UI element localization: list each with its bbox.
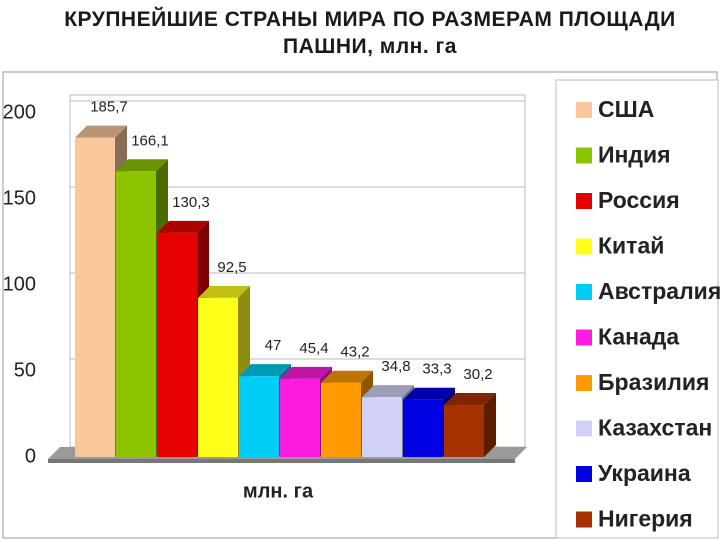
bar-top	[321, 370, 373, 383]
legend-label: Бразилия	[598, 369, 709, 395]
legend-label: Австралия	[598, 278, 720, 304]
bar-top	[362, 385, 414, 398]
legend-box	[555, 79, 719, 539]
value-label: 33,3	[422, 361, 451, 378]
legend-label: Нигерия	[598, 506, 693, 532]
bar	[157, 232, 197, 457]
bar	[239, 376, 279, 457]
legend-label: Казахстан	[598, 415, 712, 441]
legend-label: Украина	[598, 460, 691, 486]
y-tick-label: 0	[25, 445, 36, 467]
value-label: 47	[265, 337, 282, 354]
legend-label: Канада	[598, 324, 679, 350]
value-label: 45,4	[299, 340, 328, 357]
legend-label: Россия	[598, 187, 680, 213]
bar-top	[444, 393, 496, 406]
bar	[403, 399, 443, 457]
floor-edge	[48, 459, 515, 463]
y-tick-label: 200	[3, 101, 36, 123]
y-tick-label: 100	[3, 273, 36, 295]
value-label: 34,8	[381, 358, 410, 375]
bar	[198, 297, 238, 457]
legend-label: Индия	[598, 142, 671, 168]
legend-swatch	[576, 466, 592, 482]
legend-swatch	[576, 147, 592, 164]
bar-top	[75, 125, 127, 138]
value-label: 185,7	[90, 99, 128, 116]
bar-top	[116, 159, 168, 172]
y-tick-label: 50	[14, 359, 36, 381]
bar	[116, 171, 156, 458]
bar	[362, 397, 402, 457]
value-label: 43,2	[340, 344, 369, 361]
bar-top	[403, 387, 455, 400]
bar-side	[484, 393, 496, 457]
value-label: 30,2	[463, 366, 492, 383]
y-tick-label: 150	[3, 187, 36, 209]
legend-swatch	[576, 102, 592, 118]
value-label: 130,3	[172, 194, 210, 211]
bar	[75, 137, 115, 457]
bar-top	[198, 285, 250, 298]
legend-swatch	[576, 420, 592, 437]
bar	[444, 405, 484, 457]
bar	[280, 378, 320, 457]
bar	[321, 382, 361, 457]
legend-label: США	[598, 96, 654, 122]
x-axis-label: млн. га	[243, 480, 314, 502]
chart-title: КРУПНЕЙШИЕ СТРАНЫ МИРА ПО РАЗМЕРАМ ПЛОЩА…	[64, 8, 676, 58]
legend-swatch	[576, 329, 592, 346]
bar-top	[157, 220, 209, 233]
bar-top	[239, 364, 291, 377]
legend-swatch	[576, 284, 592, 300]
value-label: 92,5	[217, 259, 246, 276]
legend-label: Китай	[598, 233, 664, 259]
legend-swatch	[576, 511, 592, 528]
value-label: 166,1	[131, 132, 169, 149]
legend-swatch	[576, 238, 592, 255]
bar-top	[280, 366, 332, 379]
legend-swatch	[576, 375, 592, 391]
legend-swatch	[576, 193, 592, 209]
